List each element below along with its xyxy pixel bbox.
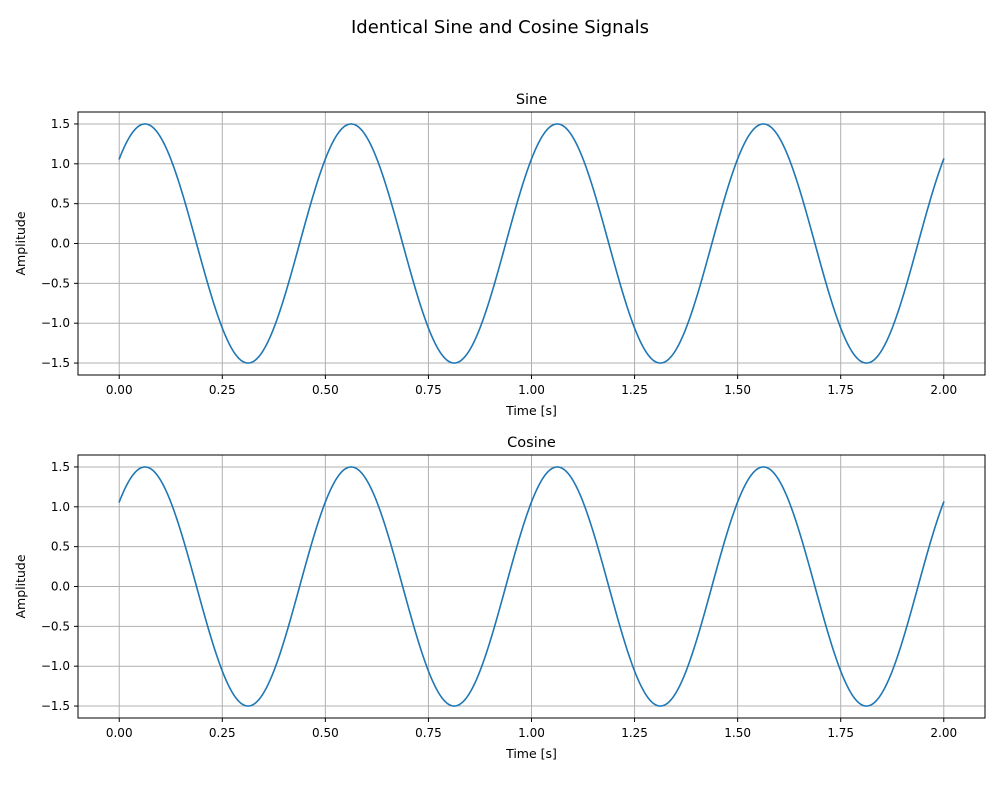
sine-y-tick-label-6: 1.5 bbox=[51, 117, 70, 131]
cosine-x-tick-label-3: 0.75 bbox=[415, 726, 442, 740]
sine-x-tick-label-5: 1.25 bbox=[621, 383, 648, 397]
cosine-subplot-title: Cosine bbox=[507, 435, 556, 451]
cosine-x-tick-label-2: 0.50 bbox=[312, 726, 339, 740]
cosine-x-tick-label-8: 2.00 bbox=[930, 726, 957, 740]
cosine-x-tick-label-7: 1.75 bbox=[827, 726, 854, 740]
sine-x-tick-label-1: 0.25 bbox=[209, 383, 236, 397]
cosine-y-tick-label-4: 0.5 bbox=[51, 540, 70, 554]
sine-ticks: 0.00 0.25 0.50 0.75 1.00 1.25 1.50 1.75 2.00 −1.5… bbox=[41, 117, 957, 397]
sine-x-axis-label: Time [s] bbox=[505, 403, 557, 418]
sine-y-tick-label-1: −1.0 bbox=[41, 316, 70, 330]
cosine-x-tick-label-0: 0.00 bbox=[106, 726, 133, 740]
sine-x-tick-label-3: 0.75 bbox=[415, 383, 442, 397]
cosine-ticks: 0.00 0.25 0.50 0.75 1.00 1.25 1.50 1.75 2.00 −1.5… bbox=[41, 460, 957, 740]
sine-subplot: 0.00 0.25 0.50 0.75 1.00 1.25 1.50 1.75 2.00 −1.5… bbox=[13, 92, 986, 418]
cosine-x-tick-label-5: 1.25 bbox=[621, 726, 648, 740]
cosine-y-tick-label-6: 1.5 bbox=[51, 460, 70, 474]
cosine-y-tick-label-5: 1.0 bbox=[51, 500, 70, 514]
sine-y-tick-label-0: −1.5 bbox=[41, 356, 70, 370]
cosine-series-line bbox=[118, 466, 945, 707]
sine-grid bbox=[78, 112, 985, 375]
cosine-x-axis-label: Time [s] bbox=[505, 746, 557, 761]
sine-x-tick-label-2: 0.50 bbox=[312, 383, 339, 397]
cosine-y-axis-label: Amplitude bbox=[13, 554, 28, 618]
sine-y-tick-label-4: 0.5 bbox=[51, 197, 70, 211]
cosine-y-tick-label-2: −0.5 bbox=[41, 619, 70, 633]
figure-title: Identical Sine and Cosine Signals bbox=[351, 17, 649, 38]
sine-x-tick-label-7: 1.75 bbox=[827, 383, 854, 397]
cosine-y-tick-label-3: 0.0 bbox=[51, 580, 70, 594]
sine-y-tick-label-3: 0.0 bbox=[51, 237, 70, 251]
cosine-x-tick-label-1: 0.25 bbox=[209, 726, 236, 740]
cosine-grid bbox=[78, 455, 985, 718]
sine-series-line bbox=[118, 123, 945, 364]
sine-x-tick-label-4: 1.00 bbox=[518, 383, 545, 397]
sine-x-tick-label-0: 0.00 bbox=[106, 383, 133, 397]
cosine-subplot: 0.00 0.25 0.50 0.75 1.00 1.25 1.50 1.75 2.00 −1.5… bbox=[13, 435, 986, 761]
sine-y-tick-label-2: −0.5 bbox=[41, 276, 70, 290]
cosine-y-tick-label-0: −1.5 bbox=[41, 699, 70, 713]
sine-y-axis-label: Amplitude bbox=[13, 211, 28, 275]
sine-x-tick-label-8: 2.00 bbox=[930, 383, 957, 397]
sine-subplot-title: Sine bbox=[516, 92, 547, 108]
sine-y-tick-label-5: 1.0 bbox=[51, 157, 70, 171]
sine-x-tick-label-6: 1.50 bbox=[724, 383, 751, 397]
cosine-y-tick-label-1: −1.0 bbox=[41, 659, 70, 673]
cosine-x-tick-label-4: 1.00 bbox=[518, 726, 545, 740]
cosine-x-tick-label-6: 1.50 bbox=[724, 726, 751, 740]
